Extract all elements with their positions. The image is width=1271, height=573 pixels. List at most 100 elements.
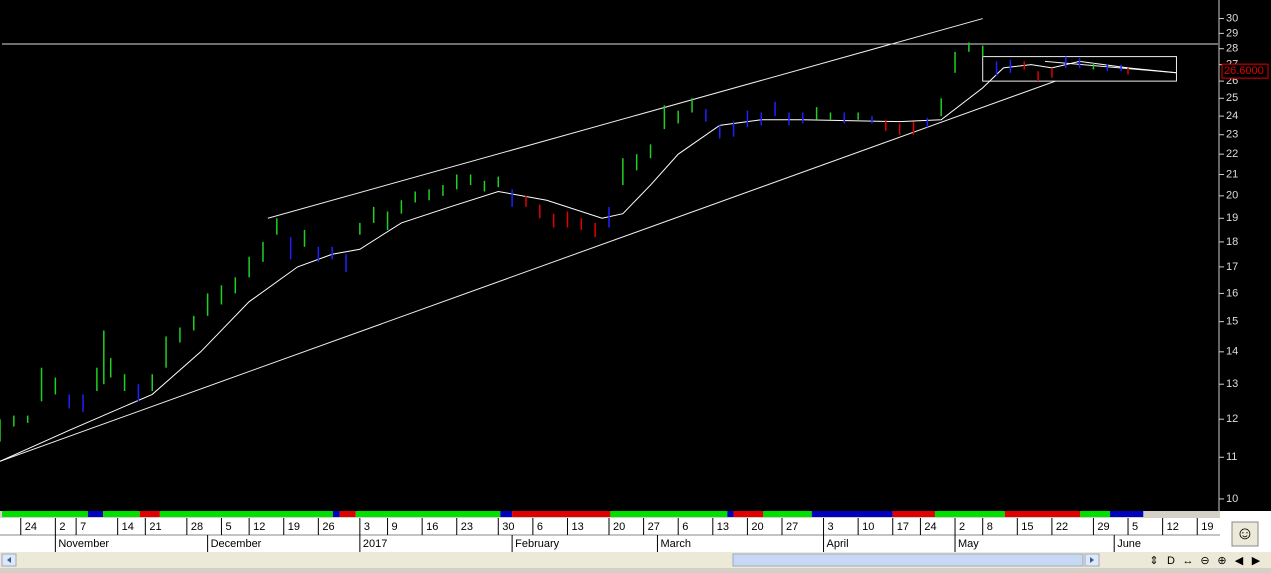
toolbar-button[interactable]: ⊖ xyxy=(1200,555,1209,567)
y-tick-label: 17 xyxy=(1226,261,1238,273)
selection-box xyxy=(982,56,1177,82)
signal-segment xyxy=(103,511,140,517)
scroll-right-arrow xyxy=(1090,557,1094,563)
y-tick-label: 19 xyxy=(1226,212,1238,224)
y-tick-label: 15 xyxy=(1226,316,1238,328)
date-label: 19 xyxy=(1201,521,1213,533)
date-label: 30 xyxy=(502,521,514,533)
toolbar-button[interactable]: ⇕ xyxy=(1149,555,1158,567)
y-tick-label: 11 xyxy=(1226,451,1237,463)
date-label: 3 xyxy=(828,521,834,533)
month-label: June xyxy=(1117,538,1141,550)
date-label: 13 xyxy=(571,521,583,533)
toolbar-button[interactable]: ▶ xyxy=(1252,555,1261,567)
date-label: 12 xyxy=(253,521,265,533)
date-label: 20 xyxy=(613,521,625,533)
y-tick-label: 12 xyxy=(1226,413,1238,425)
last-price-label: 26.6000 xyxy=(1224,65,1264,77)
signal-segment xyxy=(139,511,160,517)
y-tick-label: 18 xyxy=(1226,236,1238,248)
signal-segment xyxy=(2,511,88,517)
signal-segment xyxy=(763,511,812,517)
y-tick-label: 20 xyxy=(1226,190,1238,202)
date-label: 6 xyxy=(682,521,688,533)
signal-segment xyxy=(892,511,935,517)
date-label: 12 xyxy=(1167,521,1179,533)
date-label: 29 xyxy=(1097,521,1109,533)
toolbar-button[interactable]: ↔ xyxy=(1183,555,1194,567)
y-tick-label: 23 xyxy=(1226,129,1238,141)
signal-segment xyxy=(733,511,764,517)
scroll-thumb[interactable] xyxy=(732,553,1084,567)
last-price-box xyxy=(1221,63,1269,79)
date-label: 26 xyxy=(322,521,334,533)
signal-segment xyxy=(934,511,1005,517)
signal-segment xyxy=(727,511,734,517)
y-tick-label: 21 xyxy=(1226,168,1238,180)
y-tick-label: 13 xyxy=(1226,378,1238,390)
month-label: May xyxy=(958,538,979,550)
date-label: 2 xyxy=(59,521,65,533)
month-label: 2017 xyxy=(363,538,387,550)
signal-segment xyxy=(1080,511,1111,517)
signal-segment xyxy=(159,511,333,517)
date-label: 15 xyxy=(1021,521,1033,533)
date-label: 21 xyxy=(149,521,161,533)
date-label: 19 xyxy=(288,521,300,533)
y-tick-label: 24 xyxy=(1226,110,1238,122)
month-label: April xyxy=(827,538,849,550)
date-label: 24 xyxy=(924,521,936,533)
date-label: 9 xyxy=(392,521,398,533)
date-label: 20 xyxy=(751,521,763,533)
signal-segment xyxy=(512,511,611,517)
y-tick-label: 16 xyxy=(1226,287,1238,299)
date-label: 2 xyxy=(959,521,965,533)
date-label: 27 xyxy=(648,521,660,533)
date-label: 22 xyxy=(1056,521,1068,533)
signal-segment xyxy=(339,511,356,517)
date-label: 7 xyxy=(80,521,86,533)
date-label: 3 xyxy=(364,521,370,533)
month-label: February xyxy=(515,538,560,550)
date-label: 14 xyxy=(122,521,134,533)
y-tick-label: 28 xyxy=(1226,43,1238,55)
date-label: 17 xyxy=(897,521,909,533)
date-label: 16 xyxy=(426,521,438,533)
scroll-left-arrow xyxy=(7,557,11,563)
y-tick-label: 30 xyxy=(1226,12,1238,24)
date-label: 5 xyxy=(225,521,231,533)
date-label: 13 xyxy=(717,521,729,533)
y-tick-label: 29 xyxy=(1226,27,1238,39)
moving-average xyxy=(0,60,1177,462)
smiley-button[interactable] xyxy=(1231,521,1259,547)
toolbar-button[interactable]: ◀ xyxy=(1235,555,1244,567)
toolbar-button[interactable]: ⊕ xyxy=(1217,555,1226,567)
signal-segment xyxy=(355,511,501,517)
plot-background xyxy=(0,0,1271,511)
trend-line xyxy=(0,80,1056,462)
date-label: 10 xyxy=(862,521,874,533)
y-tick-label: 22 xyxy=(1226,148,1238,160)
month-label: March xyxy=(660,538,691,550)
date-label: 6 xyxy=(537,521,543,533)
y-tick-label: 25 xyxy=(1226,92,1238,104)
signal-segment xyxy=(610,511,728,517)
trend-line xyxy=(267,18,983,219)
signal-segment xyxy=(332,511,340,517)
signal-segment xyxy=(1004,511,1081,517)
signal-segment xyxy=(1110,511,1144,517)
y-tick-label: 14 xyxy=(1226,346,1238,358)
signal-segment xyxy=(811,511,893,517)
y-tick-label: 10 xyxy=(1226,493,1238,505)
date-label: 23 xyxy=(461,521,473,533)
smiley[interactable]: ☺ xyxy=(1236,523,1254,543)
date-label: 28 xyxy=(191,521,203,533)
toolbar-button[interactable]: D xyxy=(1167,555,1175,567)
date-label: 24 xyxy=(25,521,37,533)
month-label: November xyxy=(58,538,109,550)
signal-segment xyxy=(87,511,104,517)
date-label: 5 xyxy=(1132,521,1138,533)
date-label: 27 xyxy=(786,521,798,533)
